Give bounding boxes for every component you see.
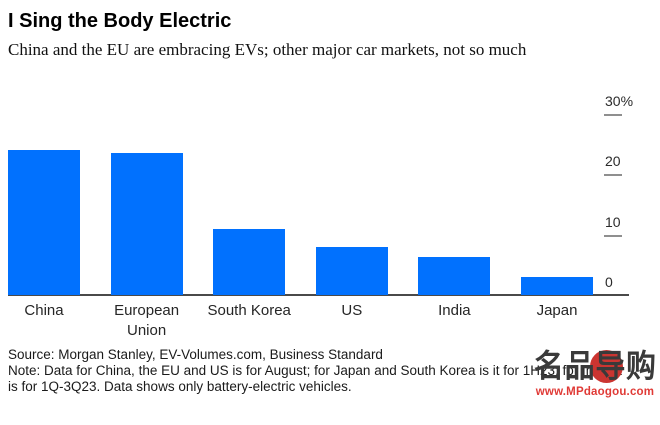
x-label-india: India <box>438 302 471 319</box>
x-label-japan: Japan <box>536 302 578 319</box>
y-tick-label-0: 0 <box>605 274 613 290</box>
watermark-logo-char-4: 购 <box>625 348 656 385</box>
watermark-logo: 名品导购 <box>534 349 656 385</box>
chart-title: I Sing the Body Electric <box>8 10 232 32</box>
bar-china <box>8 150 80 295</box>
source-note: Source: Morgan Stanley, EV-Volumes.com, … <box>8 347 383 362</box>
y-tick-label-10: 10 <box>605 213 621 230</box>
watermark-red-circle-icon <box>590 350 623 383</box>
data-note-line1: Note: Data for China, the EU and US is f… <box>8 363 622 378</box>
chart-subtitle: China and the EU are embracing EVs; othe… <box>8 40 527 59</box>
x-label-south-korea: South Korea <box>207 302 291 319</box>
x-label-european-union: European Union <box>114 302 180 339</box>
x-label-us: US <box>341 302 363 319</box>
watermark-logo-char-3: 导 <box>595 348 626 385</box>
y-tick-dash-10 <box>604 234 622 237</box>
watermark: 名品导购 www.MPdaogou.com <box>534 349 656 401</box>
bar-south-korea <box>213 228 286 295</box>
bar-chart: China European Union South Korea US India Jap… <box>8 93 634 339</box>
bar-european-union <box>110 153 183 295</box>
bar-japan <box>521 276 593 295</box>
y-tick-dash-30 <box>604 114 622 117</box>
bar-india <box>418 257 491 295</box>
watermark-url: www.MPdaogou.com <box>535 386 655 398</box>
bar-us <box>315 246 388 295</box>
y-tick-label-30: 30% <box>605 93 634 110</box>
watermark-logo-char-2: 品 <box>564 348 595 385</box>
x-axis-baseline <box>8 294 629 296</box>
y-tick-dash-20 <box>604 174 622 177</box>
x-label-china: China <box>24 302 64 319</box>
data-note-line2: is for 1Q-3Q23. Data shows only battery-… <box>8 379 352 394</box>
y-tick-label-20: 20 <box>605 153 621 170</box>
watermark-logo-char-1: 名 <box>534 348 564 385</box>
chart-footer: Source: Morgan Stanley, EV-Volumes.com, … <box>8 347 622 395</box>
